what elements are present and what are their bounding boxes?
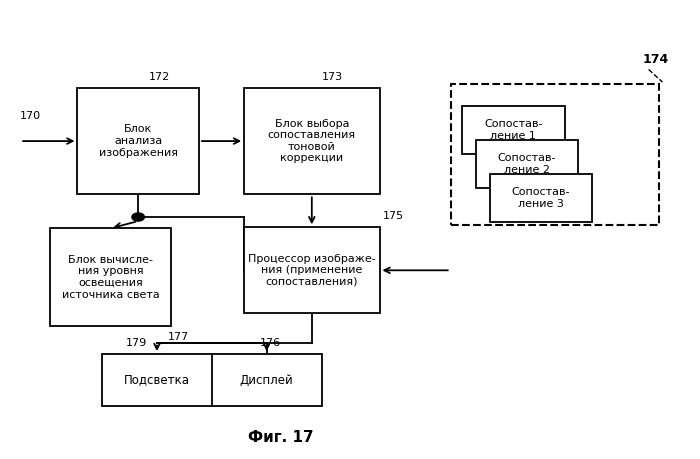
Text: Подсветка: Подсветка <box>124 374 190 386</box>
Text: Дисплей: Дисплей <box>240 374 293 386</box>
FancyBboxPatch shape <box>78 88 199 194</box>
Text: 170: 170 <box>20 111 41 121</box>
Text: Процессор изображе-
ния (применение
сопоставления): Процессор изображе- ния (применение сопо… <box>248 254 376 287</box>
Text: 173: 173 <box>322 72 343 82</box>
Text: 174: 174 <box>643 53 668 66</box>
Text: 177: 177 <box>168 332 189 342</box>
FancyBboxPatch shape <box>244 227 379 313</box>
Text: Сопостав-
ление 3: Сопостав- ление 3 <box>512 187 570 208</box>
Text: Сопостав-
ление 2: Сопостав- ление 2 <box>498 153 556 174</box>
Text: 179: 179 <box>125 338 147 348</box>
Text: Блок выбора
сопоставления
тоновой
коррекции: Блок выбора сопоставления тоновой коррек… <box>267 119 356 163</box>
FancyBboxPatch shape <box>102 354 321 406</box>
Text: 176: 176 <box>260 338 281 348</box>
FancyBboxPatch shape <box>244 88 379 194</box>
Text: Блок вычисле-
ния уровня
освещения
источника света: Блок вычисле- ния уровня освещения источ… <box>62 255 160 300</box>
FancyBboxPatch shape <box>489 174 592 222</box>
FancyBboxPatch shape <box>50 229 172 326</box>
FancyBboxPatch shape <box>476 140 578 188</box>
Circle shape <box>132 213 144 221</box>
Text: Фиг. 17: Фиг. 17 <box>248 430 314 445</box>
FancyBboxPatch shape <box>462 106 565 154</box>
Text: Блок
анализа
изображения: Блок анализа изображения <box>99 124 178 158</box>
Text: 172: 172 <box>148 72 170 82</box>
Text: 175: 175 <box>383 211 404 221</box>
Text: Сопостав-
ление 1: Сопостав- ление 1 <box>484 119 542 140</box>
